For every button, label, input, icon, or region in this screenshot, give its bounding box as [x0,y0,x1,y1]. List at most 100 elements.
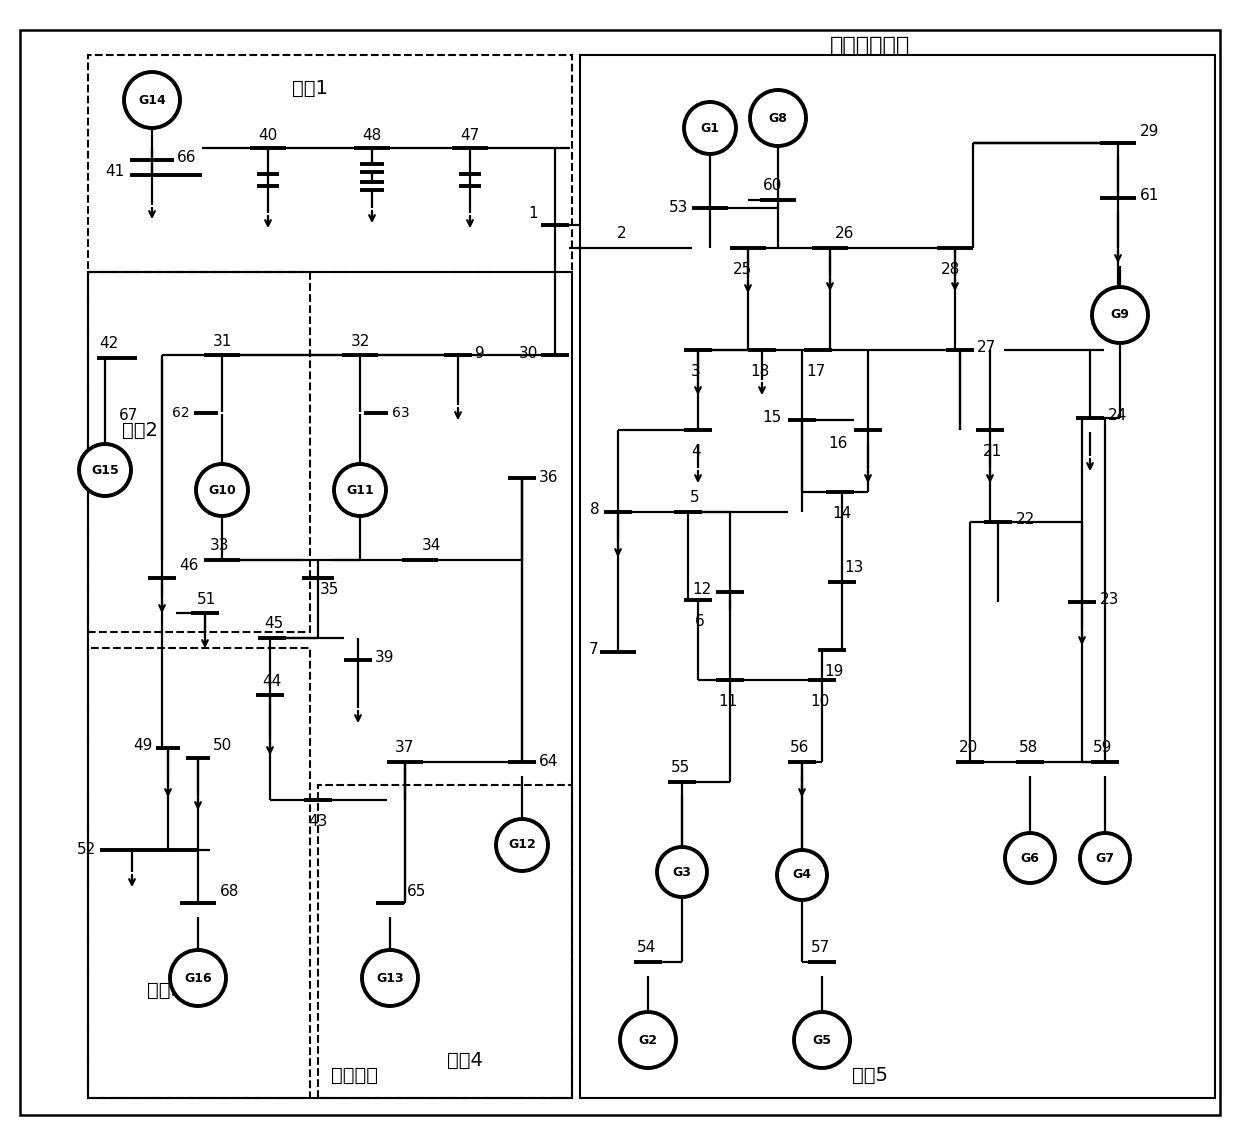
Text: 20: 20 [959,740,977,755]
Text: 13: 13 [844,560,863,575]
Text: 17: 17 [806,364,826,379]
Text: 新英格兰系统: 新英格兰系统 [830,36,910,56]
Text: G15: G15 [91,464,119,476]
Bar [88,55,572,272]
Text: 10: 10 [811,694,830,708]
Circle shape [1092,287,1148,343]
Text: 19: 19 [825,664,843,679]
Text: 45: 45 [264,616,284,631]
Text: G2: G2 [639,1033,657,1047]
Text: G14: G14 [138,93,166,107]
Text: 25: 25 [733,262,753,277]
Text: 52: 52 [77,843,95,858]
Text: G6: G6 [1021,852,1039,865]
Circle shape [657,847,707,898]
Text: G1: G1 [701,122,719,134]
Text: 65: 65 [407,884,427,899]
Text: 5: 5 [689,491,699,506]
Circle shape [362,950,418,1006]
Text: G16: G16 [185,972,212,984]
Text: G4: G4 [792,869,811,882]
Text: 34: 34 [422,539,441,554]
Bar [88,648,310,1098]
Text: 21: 21 [982,444,1002,459]
Text: 54: 54 [636,941,656,956]
Text: G5: G5 [812,1033,832,1047]
Text: 33: 33 [211,539,229,554]
Text: 28: 28 [940,262,960,277]
Text: 68: 68 [219,884,239,899]
Text: 44: 44 [263,673,281,688]
Circle shape [79,444,131,495]
Text: 57: 57 [811,941,830,956]
Text: 35: 35 [320,582,340,598]
Circle shape [124,72,180,128]
Circle shape [170,950,226,1006]
Text: 区域5: 区域5 [852,1065,888,1084]
Text: 46: 46 [179,558,198,574]
Text: 61: 61 [1140,188,1159,204]
Text: 16: 16 [828,436,848,451]
Circle shape [334,464,386,516]
Text: 55: 55 [671,761,689,776]
Text: 36: 36 [539,470,558,485]
Text: 51: 51 [197,591,217,606]
Text: 22: 22 [1016,513,1035,527]
Text: 15: 15 [763,410,782,426]
Text: 区域4: 区域4 [448,1050,482,1070]
Text: 4: 4 [691,444,701,459]
Bar [580,55,1215,1098]
Text: 58: 58 [1018,740,1038,755]
Circle shape [1004,833,1055,883]
Text: 区域2: 区域2 [122,420,157,440]
Circle shape [620,1011,676,1068]
Text: 1: 1 [528,205,538,221]
Text: 59: 59 [1094,740,1112,755]
Text: 3: 3 [691,364,701,379]
Text: 64: 64 [539,754,558,770]
Text: 47: 47 [460,129,480,144]
Circle shape [777,850,827,900]
Text: 42: 42 [99,336,118,352]
Text: 31: 31 [212,334,232,349]
Circle shape [196,464,248,516]
Text: 区域3: 区域3 [148,981,184,1000]
Text: 9: 9 [475,345,485,361]
Text: G3: G3 [672,866,692,878]
Bar [317,785,572,1098]
Text: 8: 8 [590,502,600,517]
Circle shape [750,90,806,146]
Bar [88,272,572,1098]
Text: 43: 43 [309,814,327,829]
Text: 18: 18 [750,364,770,379]
Text: G12: G12 [508,838,536,852]
Text: 区域1: 区域1 [293,79,327,98]
Text: 49: 49 [134,738,153,754]
Text: 30: 30 [518,345,538,361]
Text: 23: 23 [1100,592,1120,607]
Text: G8: G8 [769,112,787,124]
Text: 53: 53 [668,200,688,215]
Circle shape [794,1011,849,1068]
Text: 62: 62 [172,405,190,420]
Text: G7: G7 [1095,852,1115,865]
Text: 7: 7 [588,642,598,657]
Text: G9: G9 [1111,309,1130,321]
Text: G10: G10 [208,483,236,497]
Circle shape [684,103,737,154]
Circle shape [1080,833,1130,883]
Text: 50: 50 [213,738,232,754]
Text: 32: 32 [351,334,370,349]
Text: 12: 12 [693,582,712,598]
Text: 48: 48 [362,129,382,144]
Text: 41: 41 [105,164,125,180]
Text: 60: 60 [764,179,782,194]
Text: 2: 2 [618,227,626,241]
Text: 39: 39 [374,650,394,665]
Text: 63: 63 [392,405,409,420]
Text: 6: 6 [696,614,704,629]
Text: 29: 29 [1140,123,1159,139]
Text: 26: 26 [835,227,854,241]
Text: 纽约系统: 纽约系统 [331,1065,378,1084]
Text: 27: 27 [977,341,996,355]
